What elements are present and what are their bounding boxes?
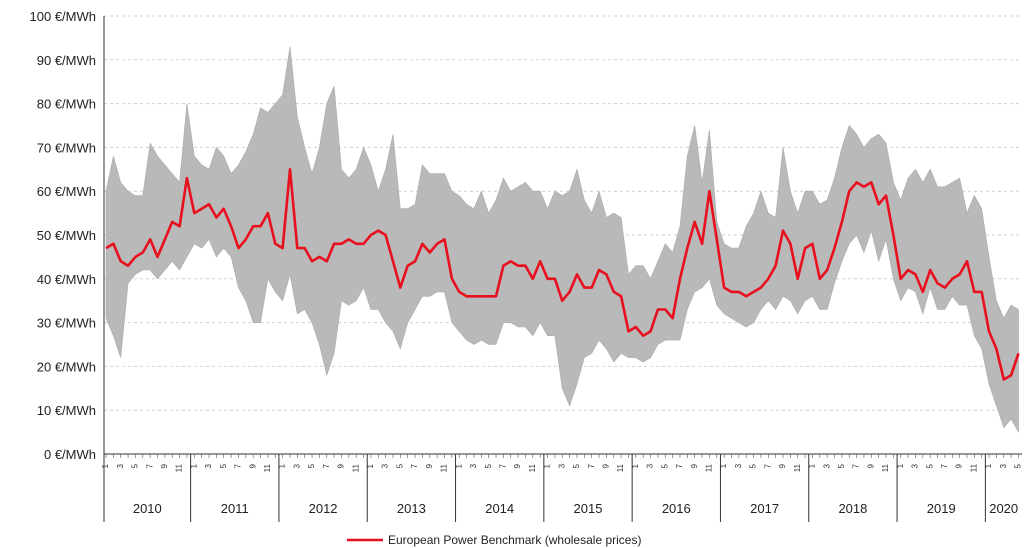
month-tick-label: 7: [940, 463, 949, 468]
month-tick-label: 11: [793, 463, 802, 472]
year-label: 2017: [750, 501, 779, 516]
month-tick-label: 9: [602, 463, 611, 468]
y-tick-label: 50 €/MWh: [37, 228, 96, 243]
year-label: 2012: [309, 501, 338, 516]
year-label: 2018: [838, 501, 867, 516]
month-tick-label: 9: [248, 463, 257, 468]
month-tick-label: 3: [999, 463, 1008, 468]
year-label: 2020: [989, 501, 1018, 516]
month-tick-label: 7: [675, 463, 684, 468]
month-tick-label: 5: [925, 463, 934, 468]
y-tick-label: 0 €/MWh: [44, 447, 96, 462]
month-tick-label: 7: [145, 464, 154, 469]
month-tick-label: 1: [366, 463, 375, 468]
month-tick-label: 3: [292, 463, 301, 468]
month-tick-label: 1: [719, 463, 728, 468]
y-tick-labels: 0 €/MWh 10 €/MWh 20 €/MWh 30 €/MWh 40 €/MWh 5…: [30, 9, 96, 462]
month-tick-label: 5: [484, 463, 493, 468]
month-tick-label: 7: [410, 463, 419, 468]
month-tick-label: 11: [705, 463, 714, 472]
month-tick-label: 9: [160, 463, 169, 468]
month-tick-label: 7: [587, 463, 596, 468]
month-tick-label: 5: [1014, 463, 1023, 468]
month-tick-label: 9: [425, 463, 434, 468]
month-tick-label: 1: [278, 463, 287, 468]
month-tick-label: 9: [690, 463, 699, 468]
benchmark-series-line: [105, 168, 1020, 381]
month-tick-label: 5: [837, 463, 846, 468]
month-tick-label: 1: [808, 463, 817, 468]
month-tick-label: 9: [513, 463, 522, 468]
month-tick-label: 1: [189, 463, 198, 468]
axes: [103, 16, 1022, 522]
y-tick-label: 30 €/MWh: [37, 316, 96, 331]
month-tick-label: 7: [234, 463, 243, 468]
month-tick-label: 11: [440, 463, 449, 472]
month-tick-label: 5: [749, 463, 758, 468]
month-tick-label: 3: [469, 463, 478, 468]
month-tick-label: 5: [307, 463, 316, 468]
month-tick-label: 5: [395, 463, 404, 468]
year-label: 2015: [574, 501, 603, 516]
month-tick-label: 5: [660, 463, 669, 468]
month-tick-label: 9: [866, 463, 875, 468]
month-tick-label: 9: [778, 463, 787, 468]
month-tick-label: 9: [337, 463, 346, 468]
month-tick-label: 3: [646, 463, 655, 468]
month-tick-label: 3: [911, 463, 920, 468]
month-tick-label: 1: [543, 463, 552, 468]
month-tick-label: 7: [322, 463, 331, 468]
month-tick-label: 5: [131, 463, 140, 468]
month-tick-label: 7: [499, 463, 508, 468]
legend: European Power Benchmark (wholesale pric…: [347, 533, 641, 547]
legend-label-benchmark: European Power Benchmark (wholesale pric…: [388, 533, 641, 547]
month-tick-label: 7: [763, 463, 772, 468]
month-tick-label: 11: [263, 463, 272, 472]
month-tick-label: 5: [572, 463, 581, 468]
month-tick-label: 9: [955, 463, 964, 468]
price-range-area: [105, 46, 1019, 434]
month-tick-label: 3: [557, 463, 566, 468]
y-tick-label: 80 €/MWh: [37, 97, 96, 112]
month-tick-label: 3: [204, 463, 213, 468]
month-tick-label: 11: [881, 463, 890, 472]
y-tick-label: 60 €/MWh: [37, 184, 96, 199]
y-tick-label: 10 €/MWh: [37, 403, 96, 418]
month-tick-label: 1: [101, 463, 110, 468]
month-tick-label: 1: [984, 463, 993, 468]
month-tick-label: 11: [175, 463, 184, 472]
month-tick-label: 3: [381, 463, 390, 468]
month-tick-label: 11: [616, 463, 625, 472]
month-tick-label: 5: [219, 463, 228, 468]
month-tick-label: 11: [969, 463, 978, 472]
year-label: 2016: [662, 501, 691, 516]
month-tick-label: 3: [734, 463, 743, 468]
year-label: 2010: [133, 501, 162, 516]
y-tick-label: 100 €/MWh: [30, 9, 96, 24]
month-tick-label: 11: [528, 463, 537, 472]
month-tick-label: 1: [631, 463, 640, 468]
month-tick-label: 11: [351, 463, 360, 472]
year-label: 2013: [397, 501, 426, 516]
x-axis-labels: 1 3 5 7 9 11 1 3 5 7 9 11 1 3 5 7 9 11 1 3 5 7 9 11 1 3 5 7 9 11 1 3 5 7 9…: [101, 454, 1023, 522]
y-tick-label: 70 €/MWh: [37, 140, 96, 155]
y-tick-label: 20 €/MWh: [37, 359, 96, 374]
y-tick-label: 90 €/MWh: [37, 53, 96, 68]
year-label: 2019: [927, 501, 956, 516]
month-tick-label: 7: [852, 463, 861, 468]
year-label: 2014: [485, 501, 514, 516]
y-tick-label: 40 €/MWh: [37, 272, 96, 287]
year-label: 2011: [221, 501, 249, 516]
month-tick-label: 1: [896, 463, 905, 468]
month-tick-label: 3: [822, 463, 831, 468]
month-tick-label: 3: [116, 463, 125, 468]
month-tick-label: 1: [454, 463, 463, 468]
